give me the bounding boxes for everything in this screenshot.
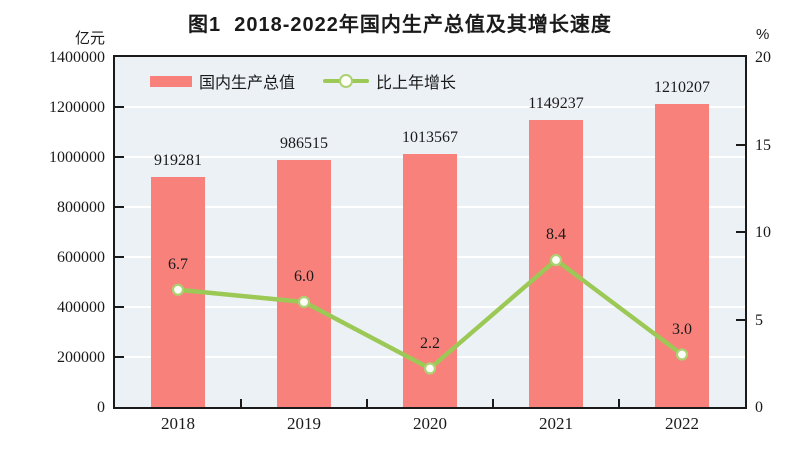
legend-line-marker-icon — [339, 74, 354, 88]
gridline — [115, 106, 745, 108]
growth-marker-icon — [549, 253, 563, 267]
left-axis-tick-label: 200000 — [57, 349, 105, 366]
x-axis-label: 2019 — [287, 414, 321, 433]
right-axis-tick — [736, 231, 745, 233]
left-axis-tick — [115, 356, 124, 358]
bar-2019 — [277, 160, 331, 407]
growth-value-label: 8.4 — [546, 226, 566, 243]
bar-value-label: 1149237 — [528, 94, 584, 112]
right-axis-tick-label: 0 — [755, 399, 763, 416]
x-axis-tick — [492, 399, 494, 407]
legend: 国内生产总值 比上年增长 — [150, 72, 457, 92]
right-axis-unit: % — [756, 26, 770, 43]
x-axis-label: 2020 — [413, 414, 447, 433]
growth-marker-icon — [675, 348, 689, 361]
left-axis-unit: 亿元 — [74, 30, 105, 47]
left-axis-tick — [115, 106, 124, 108]
growth-marker-icon — [297, 295, 311, 309]
growth-value-label: 6.7 — [168, 255, 188, 273]
left-axis-tick — [115, 206, 124, 208]
left-axis-tick-label: 1400000 — [49, 49, 105, 66]
left-axis-tick — [115, 256, 124, 258]
right-axis-tick-label: 20 — [755, 49, 771, 66]
x-axis-label: 2021 — [539, 414, 573, 433]
x-axis-tick — [618, 399, 620, 407]
growth-value-label: 2.2 — [420, 334, 440, 352]
bar-value-label: 919281 — [154, 152, 202, 170]
chart-title: 图1 2018-2022年国内生产总值及其增长速度 — [188, 14, 612, 36]
legend-label-growth: 比上年增长 — [376, 75, 457, 92]
x-axis-label: 2018 — [161, 414, 195, 433]
x-axis-label: 2022 — [665, 414, 699, 433]
bar-value-label: 1013567 — [402, 128, 458, 146]
plot-area: 国内生产总值 比上年增长 919281 986515 1013567 1149237 1… — [113, 55, 747, 409]
left-axis-tick-label: 0 — [97, 399, 105, 416]
left-axis-tick-label: 800000 — [57, 199, 105, 216]
right-axis-tick — [736, 143, 745, 146]
right-axis-tick-label: 10 — [755, 224, 771, 241]
legend-bar-swatch — [150, 75, 192, 87]
legend-label-gdp: 国内生产总值 — [199, 75, 296, 92]
left-axis-tick-label: 600000 — [57, 249, 105, 266]
right-axis-tick-label: 15 — [755, 136, 771, 154]
left-axis-tick-label: 1000000 — [49, 149, 105, 166]
growth-value-label: 6.0 — [294, 268, 314, 285]
left-axis-tick — [115, 306, 124, 308]
bar-value-label: 1210207 — [654, 79, 710, 97]
left-axis-tick-label: 400000 — [57, 299, 105, 316]
growth-marker-icon — [171, 283, 185, 296]
growth-marker-icon — [423, 362, 437, 375]
right-axis-tick — [736, 318, 745, 321]
x-axis-tick — [366, 399, 368, 407]
growth-value-label: 3.0 — [672, 320, 692, 338]
left-axis-tick-label: 1200000 — [49, 99, 105, 116]
legend-line-sample — [323, 74, 370, 88]
bar-value-label: 986515 — [280, 135, 328, 153]
x-axis-tick — [240, 399, 242, 407]
left-axis-tick — [115, 156, 124, 158]
right-axis-tick-label: 5 — [755, 311, 763, 329]
growth-line-layer — [171, 253, 689, 375]
